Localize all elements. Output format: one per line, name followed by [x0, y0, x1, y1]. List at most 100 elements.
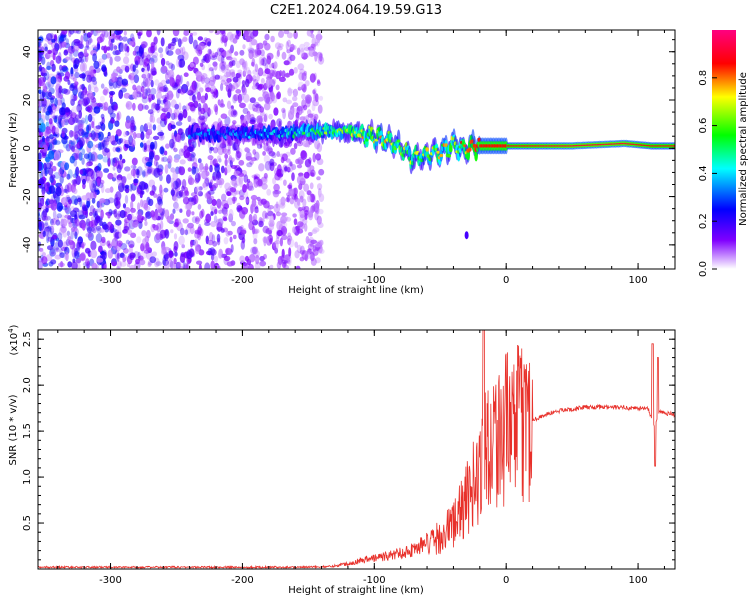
spectrogram-cell [96, 257, 104, 263]
spectrogram-cell [175, 74, 181, 84]
spectrogram-cell [293, 199, 301, 209]
spectrogram-cell [214, 74, 220, 80]
spectrogram-cell [101, 64, 107, 72]
spectrogram-cell [300, 47, 305, 58]
spectrogram-cell [192, 56, 199, 65]
spectrogram-cell [132, 84, 137, 91]
spectrogram-cell [93, 191, 98, 197]
spectrogram-cell [68, 199, 73, 205]
spectrogram-cell [256, 196, 261, 201]
spectrogram-cell [67, 79, 71, 86]
spectrogram-cell [92, 152, 99, 162]
spectrogram-cell [59, 94, 63, 100]
spectrogram-cell [50, 97, 55, 104]
spectrogram-cell [77, 210, 84, 218]
spectrogram-cell [114, 55, 121, 62]
spectrogram-cell [121, 78, 128, 86]
spectrogram-cell [86, 124, 90, 134]
spectrogram-cell [170, 229, 174, 234]
spectrogram-cell [52, 138, 58, 146]
spectrogram-cell [237, 205, 243, 212]
spectrogram-xtick-label: 0 [503, 275, 509, 286]
spectrogram-cell [95, 30, 102, 34]
spectrogram-cell [157, 82, 164, 93]
spectrogram-cell [208, 189, 215, 195]
spectrogram-cell [289, 161, 293, 167]
spectrogram-cell [243, 93, 250, 103]
spectrogram-cell [197, 36, 204, 41]
spectrogram-cell [262, 210, 268, 219]
spectrogram-cell [263, 236, 267, 247]
spectrogram-cell [50, 259, 57, 265]
spectrogram-cell [82, 62, 87, 72]
spectrogram-cell [250, 157, 257, 162]
spectrogram-cell [42, 208, 48, 218]
spectrogram-cell [200, 73, 208, 80]
spectrogram-ridge-cell [672, 145, 675, 147]
spectrogram-cell [154, 79, 160, 86]
spectrogram-cell [274, 172, 281, 181]
spectrogram-cell [130, 193, 136, 202]
spectrogram-cell [257, 67, 264, 77]
spectrogram-cell [133, 251, 140, 259]
spectrogram-cell [75, 258, 82, 264]
spectrogram-cell [47, 76, 52, 85]
spectrogram-cell [317, 208, 324, 215]
spectrogram-cell [296, 105, 303, 116]
spectrogram-cell [208, 231, 214, 242]
spectrogram-cell [269, 215, 275, 225]
spectrogram-cell [93, 84, 98, 89]
spectrogram-cell [130, 119, 136, 128]
spectrogram-cell [133, 125, 137, 132]
spectrogram-cell [39, 91, 44, 102]
spectrogram-cell [50, 174, 56, 180]
spectrogram-cell [219, 61, 225, 70]
spectrogram-cell [199, 62, 204, 68]
spectrogram-cell [266, 145, 273, 155]
spectrogram-cell [107, 243, 112, 249]
spectrogram-cell [174, 187, 179, 197]
spectrogram-cell [152, 135, 160, 140]
spectrogram-cell [100, 179, 105, 185]
spectrogram-cell [47, 225, 52, 232]
spectrogram-cell [268, 69, 275, 77]
spectrogram-cell [182, 260, 186, 269]
spectrogram-cell [160, 57, 166, 67]
spectrogram-cell [102, 106, 108, 111]
spectrogram-cell [113, 172, 117, 179]
spectrogram-cell [293, 142, 298, 150]
spectrogram-cell [192, 39, 198, 50]
spectrogram-cell [215, 264, 221, 269]
spectrogram-cell [194, 186, 198, 195]
spectrogram-cell [214, 51, 218, 58]
spectrogram-cell [225, 247, 232, 255]
spectrogram-cell [58, 107, 66, 116]
spectrogram-cell [224, 158, 228, 167]
spectrogram-cell [67, 236, 72, 241]
spectrogram-cell [43, 107, 48, 113]
svg-text:(x104): (x104) [7, 324, 20, 355]
spectrogram-cell [228, 84, 236, 92]
spectrogram-cell [88, 38, 94, 43]
spectrogram-cell [79, 98, 84, 107]
spectrogram-cell [179, 159, 186, 165]
spectrogram-cell [286, 194, 291, 203]
spectrogram-cell [159, 53, 164, 59]
spectrogram-cell [85, 175, 90, 182]
spectrogram-cell [145, 245, 151, 252]
spectrogram-cell [154, 103, 161, 111]
spectrogram-cell [304, 80, 310, 87]
spectrogram-cell [57, 232, 63, 241]
spectrogram-cell [207, 155, 214, 161]
spectrogram-cell [56, 162, 62, 167]
spectrogram-cell [137, 103, 144, 112]
spectrogram-cell [90, 169, 95, 180]
spectrogram-cell [121, 175, 127, 184]
spectrogram-cell [293, 30, 298, 40]
spectrogram-cell [299, 214, 306, 222]
spectrogram-cell [78, 110, 82, 119]
spectrogram-cell [122, 229, 128, 234]
spectrogram-cell [210, 84, 216, 92]
colorbar-tick-label: 0.6 [698, 118, 709, 134]
spectrogram-cell [75, 166, 80, 177]
